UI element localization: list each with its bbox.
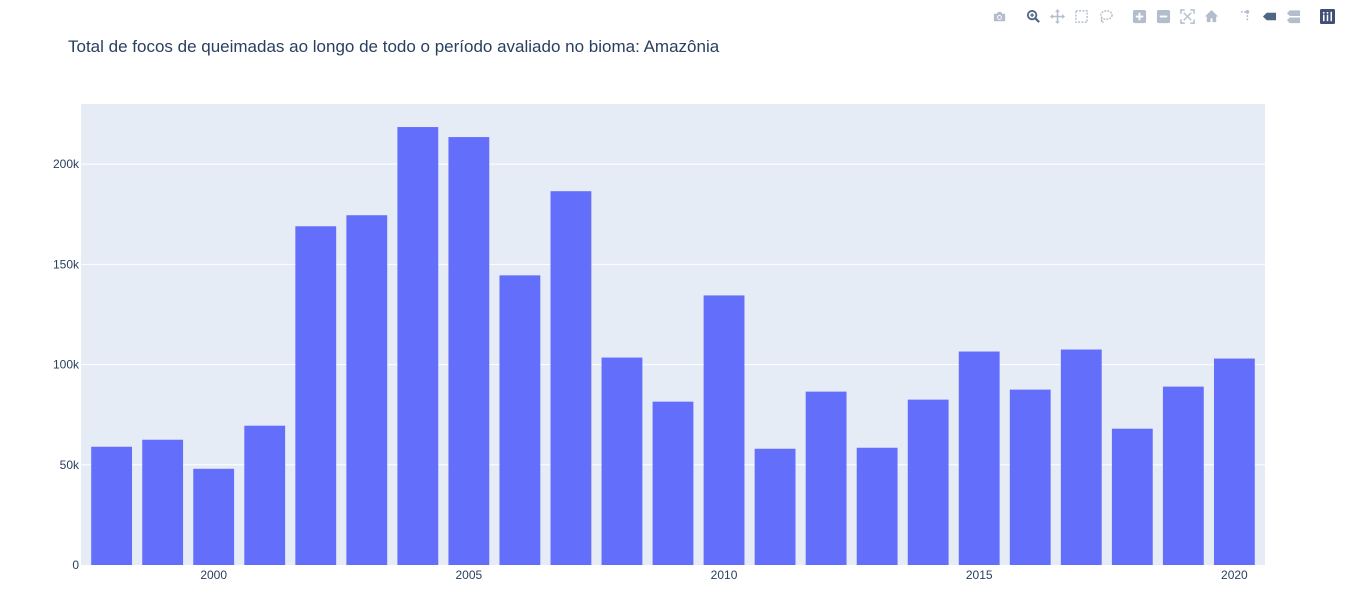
zoom-in-icon[interactable] — [1127, 6, 1151, 26]
plotly-logo-icon[interactable] — [1315, 6, 1339, 26]
box-select-icon[interactable] — [1069, 6, 1093, 26]
pan-icon[interactable] — [1045, 6, 1069, 26]
bar-2019[interactable] — [1162, 386, 1204, 565]
bar-2008[interactable] — [601, 357, 643, 565]
zoom-out-icon[interactable] — [1151, 6, 1175, 26]
bar-2003[interactable] — [346, 215, 388, 565]
y-axis-ticks: 0 50k 100k 150k 200k — [53, 157, 80, 572]
camera-icon[interactable] — [987, 6, 1011, 26]
bar-2020[interactable] — [1213, 358, 1255, 565]
bar-1998[interactable] — [91, 446, 133, 565]
modebar-group-hover — [1233, 6, 1305, 26]
spike-lines-icon[interactable] — [1233, 6, 1257, 26]
x-tick-label: 2010 — [711, 568, 738, 582]
chart-title: Total de focos de queimadas ao longo de … — [68, 37, 720, 56]
modebar-group-drag — [1021, 6, 1117, 26]
lasso-select-icon[interactable] — [1093, 6, 1117, 26]
bar-1999[interactable] — [142, 439, 184, 565]
bar-2006[interactable] — [499, 275, 541, 565]
bar-2017[interactable] — [1060, 349, 1102, 565]
bar-2007[interactable] — [550, 191, 592, 565]
bar-2013[interactable] — [856, 447, 898, 565]
reset-axes-icon[interactable] — [1199, 6, 1223, 26]
bar-2011[interactable] — [754, 448, 796, 565]
hover-compare-icon[interactable] — [1281, 6, 1305, 26]
autoscale-icon[interactable] — [1175, 6, 1199, 26]
bar-2014[interactable] — [907, 399, 949, 565]
modebar-group-export — [987, 6, 1011, 26]
bar-2002[interactable] — [295, 226, 337, 566]
x-axis-ticks: 2000 2005 2010 2015 2020 — [200, 568, 1248, 582]
zoom-icon[interactable] — [1021, 6, 1045, 26]
y-tick-label: 100k — [53, 358, 80, 372]
modebar-group-logo — [1315, 6, 1339, 26]
x-tick-label: 2020 — [1221, 568, 1248, 582]
bar-2004[interactable] — [397, 127, 439, 566]
y-tick-label: 50k — [60, 458, 80, 472]
modebar — [977, 6, 1339, 26]
y-tick-label: 0 — [72, 558, 79, 572]
bar-2009[interactable] — [652, 401, 694, 565]
bar-2000[interactable] — [193, 468, 235, 565]
bar-2001[interactable] — [244, 425, 286, 565]
modebar-group-zoom — [1127, 6, 1223, 26]
x-tick-label: 2005 — [456, 568, 483, 582]
bar-2005[interactable] — [448, 137, 490, 566]
bar-2018[interactable] — [1111, 428, 1153, 565]
bar-2010[interactable] — [703, 295, 745, 565]
y-tick-label: 150k — [53, 257, 80, 271]
y-tick-label: 200k — [53, 157, 80, 171]
bar-2015[interactable] — [958, 351, 1000, 565]
bar-2016[interactable] — [1009, 389, 1051, 565]
hover-closest-icon[interactable] — [1257, 6, 1281, 26]
bar-2012[interactable] — [805, 391, 847, 565]
bars — [91, 127, 1255, 566]
x-tick-label: 2000 — [200, 568, 227, 582]
x-tick-label: 2015 — [966, 568, 993, 582]
